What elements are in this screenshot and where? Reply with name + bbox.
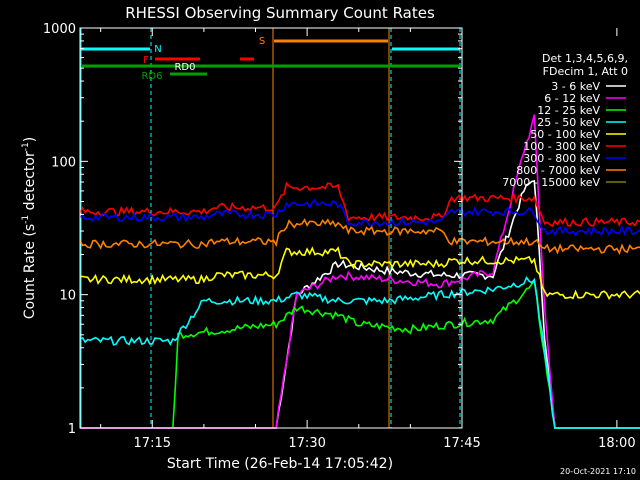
legend-header-line: Det 1,3,4,5,6,9, [542, 52, 628, 65]
y-axis-label-end: ) [22, 137, 38, 142]
legend-entry-label: 50 - 100 keV [530, 128, 600, 141]
y-tick-label: 1000 [43, 22, 76, 37]
flag-label: S [259, 36, 265, 47]
x-axis-label: Start Time (26-Feb-14 17:05:42) [167, 456, 393, 472]
x-tick-label: 18:00 [598, 436, 635, 451]
x-tick-label: 17:45 [443, 436, 480, 451]
flag-label: F [143, 55, 149, 66]
series-line-7 [79, 218, 640, 255]
x-tick-label: 17:15 [134, 436, 171, 451]
generation-timestamp: 20-Oct-2021 17:10 [560, 467, 636, 476]
x-tick-label: 17:30 [288, 436, 325, 451]
legend-entry-label: 7000 - 15000 keV [502, 176, 600, 189]
flag-label: RD0 [174, 62, 195, 73]
series-line-4 [79, 246, 640, 301]
legend-entry-label: 25 - 50 keV [537, 116, 600, 129]
chart-title: RHESSI Observing Summary Count Rates [125, 4, 435, 22]
legend-entry-label: 100 - 300 keV [523, 140, 600, 153]
y-tick-label: 1 [68, 422, 76, 437]
y-tick-label: 10 [59, 289, 76, 304]
plot-area: N S F RD0 RD6 [79, 27, 640, 429]
legend: Det 1,3,4,5,6,9,FDecim 1, Att 0 3 - 6 keV… [502, 52, 628, 189]
y-tick-label: 100 [51, 155, 76, 170]
y-axis-label: Count Rate (s-1 detector-1) [21, 137, 38, 319]
legend-entry-label: 12 - 25 keV [537, 104, 600, 117]
series-line-6 [79, 198, 640, 237]
y-axis-ticks: 1 10 100 1000 [43, 22, 462, 437]
legend-entry-label: 800 - 7000 keV [516, 164, 600, 177]
y-axis-label-mid: detector [22, 151, 38, 215]
legend-entry-label: 300 - 800 keV [523, 152, 600, 165]
series-line-3 [79, 276, 640, 429]
legend-entry-label: 6 - 12 keV [544, 92, 600, 105]
plot-frame [79, 27, 463, 429]
series-line-5 [79, 181, 640, 228]
y-axis-label-sup1: -1 [21, 215, 31, 224]
legend-header-line: FDecim 1, Att 0 [543, 65, 628, 78]
flag-label: RD6 [141, 71, 162, 82]
flag-label: N [154, 44, 161, 55]
y-axis-label-main: Count Rate (s [22, 224, 38, 319]
y-axis-label-sup2: -1 [21, 142, 31, 151]
legend-entry-label: 3 - 6 keV [551, 80, 600, 93]
